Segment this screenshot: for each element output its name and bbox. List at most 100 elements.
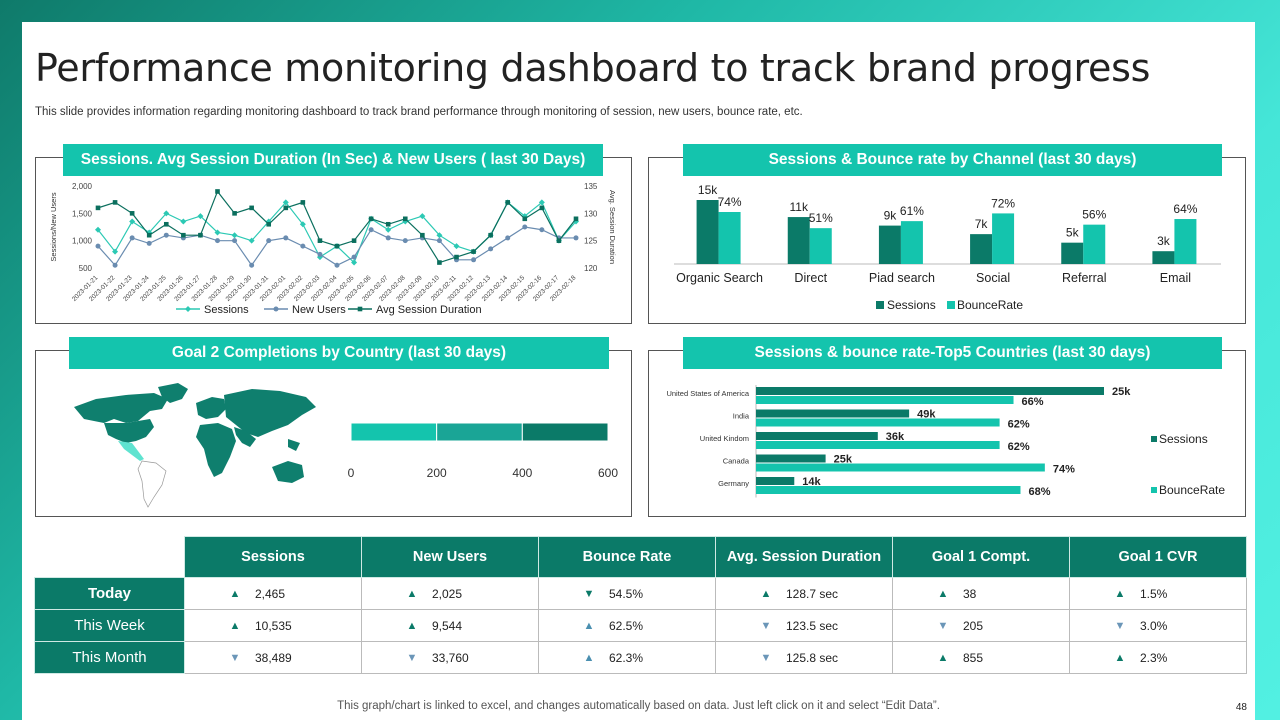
data-point <box>215 189 220 194</box>
panel-title-goal2: Goal 2 Completions by Country (last 30 d… <box>69 337 609 369</box>
goal2-stacked-bar[interactable]: 0 200 400 600 <box>336 371 636 511</box>
data-point <box>488 246 494 252</box>
data-label-sessions: 14k <box>802 476 821 488</box>
bar-bouncerate <box>992 213 1015 264</box>
data-point <box>351 254 357 260</box>
data-point <box>538 199 545 206</box>
bar-sessions <box>970 234 993 264</box>
kpi-corner <box>35 537 185 578</box>
legend-swatch-sessions <box>1151 436 1157 442</box>
kpi-value: 9,544 <box>432 618 463 633</box>
data-label-bouncerate: 72% <box>991 196 1015 210</box>
legend-swatch-sessions <box>876 301 884 309</box>
data-point <box>231 232 238 239</box>
legend-label: BounceRate <box>957 298 1023 312</box>
data-point <box>180 218 187 225</box>
data-label-sessions: 25k <box>1112 386 1131 398</box>
data-point <box>300 243 306 249</box>
legend-label: Avg Session Duration <box>376 304 482 316</box>
data-label-sessions: 7k <box>975 217 989 231</box>
data-label-bouncerate: 74% <box>1053 464 1075 476</box>
data-point <box>197 213 204 220</box>
x-tick-label: Email <box>1160 271 1191 285</box>
bar-bouncerate <box>756 463 1045 472</box>
bar-sessions <box>878 225 901 264</box>
data-label-bouncerate: 74% <box>718 195 742 209</box>
kpi-header: Sessions <box>184 536 362 578</box>
trend-down-icon: ▼ <box>406 651 418 664</box>
series-line-sessions <box>97 201 577 264</box>
data-point <box>249 205 254 211</box>
data-point <box>249 262 255 268</box>
data-point <box>232 211 237 216</box>
kpi-cell: ▲ 1.5% <box>1069 577 1247 610</box>
data-point <box>334 262 340 268</box>
data-point <box>437 260 442 265</box>
data-point <box>522 216 528 222</box>
trend-up-icon: ▲ <box>937 587 949 600</box>
legend-swatch-bouncerate <box>947 301 955 309</box>
legend-swatch-bouncerate <box>1151 487 1157 493</box>
data-point <box>266 238 272 244</box>
trend-up-icon: ▲ <box>937 651 949 664</box>
bar-sessions <box>696 200 719 264</box>
trend-up-icon: ▲ <box>583 619 595 632</box>
bar-sessions <box>756 387 1104 395</box>
data-point <box>317 238 323 243</box>
y2-tick-label: 125 <box>584 237 598 246</box>
kpi-value: 2,025 <box>432 586 463 601</box>
stacked-segment <box>350 422 438 442</box>
data-label-sessions: 3k <box>1157 234 1171 248</box>
bar-bouncerate <box>756 396 1014 404</box>
country-bar-chart[interactable]: United States of America 25k 66% India 49k 62… <box>649 351 1245 516</box>
data-point <box>163 210 170 217</box>
kpi-cell: ▼ 38,489 <box>184 641 362 674</box>
kpi-header: Goal 1 Compt. <box>892 536 1070 578</box>
footer-note: This graph/chart is linked to excel, and… <box>337 700 940 712</box>
series-line-avg-session-duration <box>97 190 577 264</box>
data-point <box>556 238 562 243</box>
kpi-cell: ▲ 128.7 sec <box>715 577 893 610</box>
data-point <box>539 205 545 211</box>
kpi-cell: ▼ 3.0% <box>1069 609 1247 642</box>
bar-bouncerate <box>756 486 1021 494</box>
trend-down-icon: ▼ <box>760 619 772 632</box>
bar-bouncerate <box>1083 224 1106 264</box>
data-point <box>351 238 357 243</box>
line-chart[interactable]: 2,000 1,500 1,000 500 135 130 125 120 Sessions/N… <box>36 158 631 323</box>
trend-up-icon: ▲ <box>229 587 241 600</box>
y-tick-label: Germany <box>718 479 749 488</box>
data-point <box>402 218 409 225</box>
y-tick-label: 1,000 <box>72 237 93 246</box>
data-point <box>385 221 391 227</box>
trend-up-icon: ▲ <box>1114 587 1126 600</box>
kpi-cell: ▼ 33,760 <box>361 641 539 674</box>
data-point <box>282 199 289 206</box>
bar-bouncerate <box>718 212 741 264</box>
kpi-value: 3.0% <box>1140 618 1168 633</box>
kpi-value: 62.5% <box>609 618 644 633</box>
bar-sessions <box>756 454 826 463</box>
bar-bouncerate <box>900 221 923 264</box>
data-point <box>420 232 425 238</box>
legend-label: Sessions <box>887 298 936 312</box>
y-axis-label: Sessions/New Users <box>49 192 58 261</box>
kpi-value: 2,465 <box>255 586 286 601</box>
bar-sessions <box>756 432 878 440</box>
world-map <box>74 383 316 508</box>
kpi-header: Avg. Session Duration <box>715 536 893 578</box>
kpi-value: 2.3% <box>1140 650 1168 665</box>
data-label-sessions: 9k <box>884 209 898 223</box>
legend-label: Sessions <box>1159 432 1208 446</box>
kpi-value: 54.5% <box>609 586 644 601</box>
legend-label: BounceRate <box>1159 483 1225 497</box>
data-point <box>488 232 493 238</box>
data-point <box>522 224 528 230</box>
map-landmass <box>74 383 316 483</box>
trend-up-icon: ▲ <box>229 619 241 632</box>
kpi-cell: ▼ 125.8 sec <box>715 641 893 674</box>
kpi-value: 125.8 sec <box>786 650 839 665</box>
data-point <box>436 232 443 239</box>
panel-title-sessions: Sessions. Avg Session Duration (In Sec) … <box>63 144 603 176</box>
